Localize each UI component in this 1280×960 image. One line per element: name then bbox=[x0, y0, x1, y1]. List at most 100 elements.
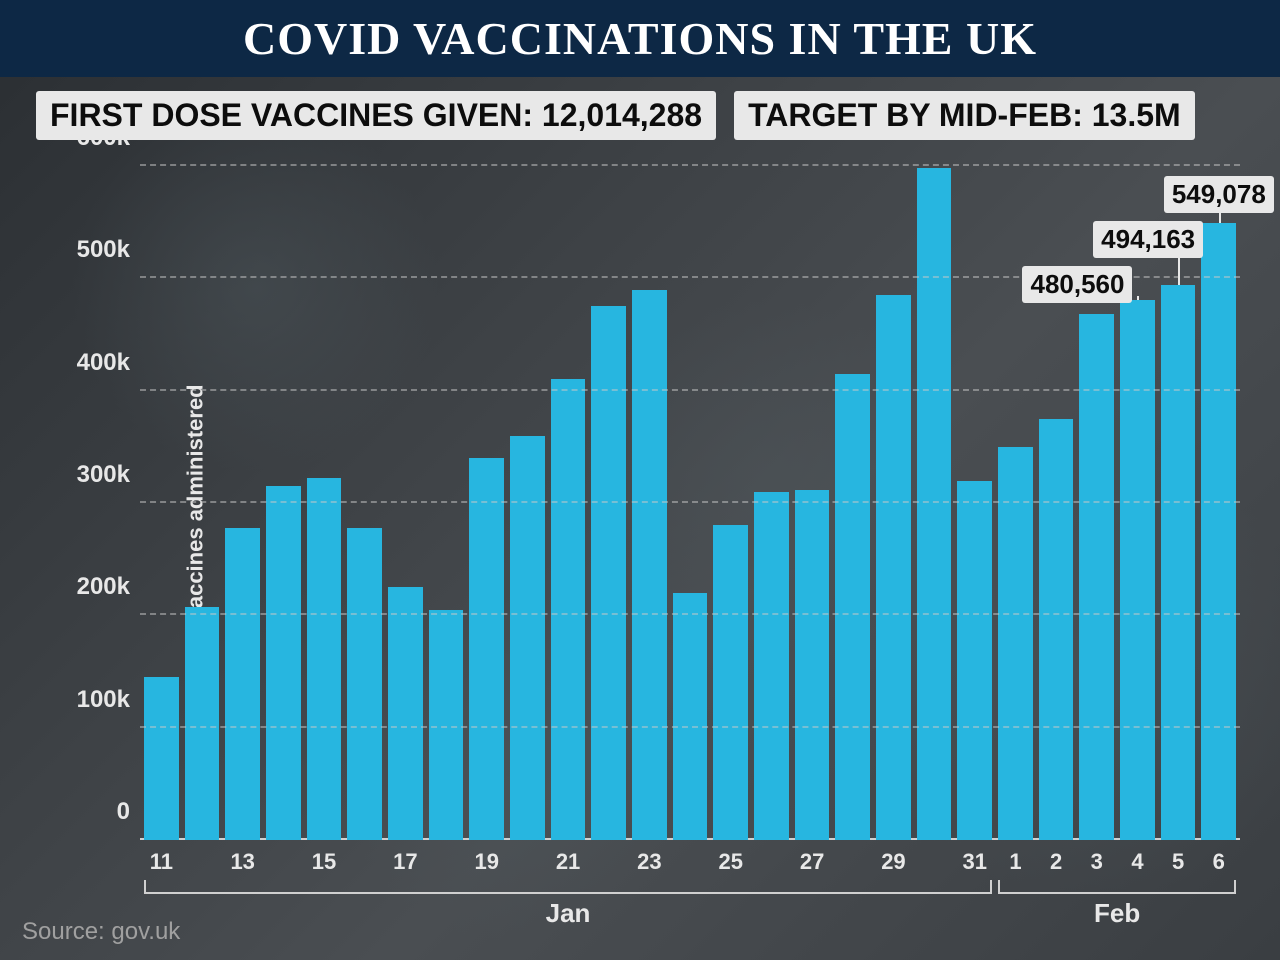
bar-column bbox=[307, 166, 342, 840]
bar-column bbox=[388, 166, 423, 840]
bar-column bbox=[144, 166, 179, 840]
callout-line bbox=[1137, 296, 1139, 300]
bar-column bbox=[225, 166, 260, 840]
x-tick-label: 6 bbox=[1201, 849, 1236, 875]
bar-column bbox=[1201, 166, 1236, 840]
x-tick-label: 31 bbox=[957, 849, 992, 875]
bar bbox=[957, 481, 992, 840]
x-tick-label: 17 bbox=[388, 849, 423, 875]
x-axis-labels: 1113151719212325272931123456 bbox=[140, 849, 1240, 875]
main-title: COVID VACCINATIONS IN THE UK bbox=[0, 0, 1280, 77]
bar bbox=[266, 486, 301, 840]
gridline bbox=[140, 164, 1240, 166]
plot-area: 0100k200k300k400k500k600k480,560494,1635… bbox=[140, 166, 1240, 840]
bar-column bbox=[591, 166, 626, 840]
x-tick-label bbox=[266, 849, 301, 875]
x-tick-label bbox=[754, 849, 789, 875]
x-tick-label: 27 bbox=[795, 849, 830, 875]
bar bbox=[185, 607, 220, 840]
y-tick-label: 300k bbox=[77, 461, 130, 489]
x-tick-label bbox=[917, 849, 952, 875]
bar bbox=[835, 374, 870, 840]
bar bbox=[754, 492, 789, 840]
x-tick-label: 25 bbox=[713, 849, 748, 875]
x-tick-label: 4 bbox=[1120, 849, 1155, 875]
bar-column bbox=[632, 166, 667, 840]
bar-column bbox=[957, 166, 992, 840]
bar bbox=[551, 379, 586, 840]
bar-column bbox=[551, 166, 586, 840]
bar-column bbox=[673, 166, 708, 840]
chart-area: First dose vaccines administered 0100k20… bbox=[30, 156, 1250, 960]
x-tick-label bbox=[673, 849, 708, 875]
infographic-container: COVID VACCINATIONS IN THE UK FIRST DOSE … bbox=[0, 0, 1280, 960]
y-tick-label: 500k bbox=[77, 236, 130, 264]
bar bbox=[713, 525, 748, 840]
bar-column bbox=[795, 166, 830, 840]
stat-target: TARGET BY MID-FEB: 13.5M bbox=[734, 91, 1195, 140]
x-tick-label bbox=[347, 849, 382, 875]
x-tick-label: 5 bbox=[1161, 849, 1196, 875]
bar-column bbox=[510, 166, 545, 840]
bar bbox=[1120, 300, 1155, 840]
month-row: JanFeb bbox=[140, 880, 1240, 930]
bar-column bbox=[917, 166, 952, 840]
bar bbox=[1039, 419, 1074, 840]
bar bbox=[510, 436, 545, 840]
bar bbox=[591, 306, 626, 840]
month-bracket bbox=[998, 880, 1236, 894]
month-label: Feb bbox=[1094, 898, 1140, 929]
bar bbox=[1161, 285, 1196, 840]
x-tick-label bbox=[185, 849, 220, 875]
bar bbox=[795, 490, 830, 840]
x-tick-label bbox=[835, 849, 870, 875]
x-tick-label: 3 bbox=[1079, 849, 1114, 875]
callout-label: 494,163 bbox=[1093, 221, 1203, 258]
month-bracket bbox=[144, 880, 992, 894]
callout-label: 549,078 bbox=[1164, 176, 1274, 213]
bar bbox=[917, 168, 952, 840]
x-tick-label: 21 bbox=[551, 849, 586, 875]
x-tick-label bbox=[429, 849, 464, 875]
bar bbox=[876, 295, 911, 840]
bar-column bbox=[469, 166, 504, 840]
x-tick-label bbox=[510, 849, 545, 875]
source-text: Source: gov.uk bbox=[22, 918, 180, 946]
x-tick-label: 19 bbox=[469, 849, 504, 875]
bar bbox=[388, 587, 423, 840]
x-tick-label: 13 bbox=[225, 849, 260, 875]
x-tick-label: 15 bbox=[307, 849, 342, 875]
x-tick-label: 11 bbox=[144, 849, 179, 875]
y-tick-label: 0 bbox=[117, 798, 130, 826]
bar-column bbox=[713, 166, 748, 840]
bar bbox=[469, 458, 504, 840]
y-tick-label: 200k bbox=[77, 573, 130, 601]
bar bbox=[998, 447, 1033, 840]
gridline bbox=[140, 726, 1240, 728]
y-tick-label: 100k bbox=[77, 686, 130, 714]
gridline bbox=[140, 501, 1240, 503]
bar bbox=[225, 528, 260, 840]
bar bbox=[144, 677, 179, 840]
stat-row: FIRST DOSE VACCINES GIVEN: 12,014,288 TA… bbox=[0, 77, 1280, 146]
x-tick-label: 1 bbox=[998, 849, 1033, 875]
bar bbox=[1079, 314, 1114, 840]
x-tick-label: 2 bbox=[1039, 849, 1074, 875]
callout-label: 480,560 bbox=[1022, 266, 1132, 303]
bar-column bbox=[835, 166, 870, 840]
x-tick-label: 23 bbox=[632, 849, 667, 875]
y-tick-label: 400k bbox=[77, 349, 130, 377]
bar-column bbox=[347, 166, 382, 840]
bar-column bbox=[754, 166, 789, 840]
bar-column bbox=[266, 166, 301, 840]
bar bbox=[673, 593, 708, 840]
bar bbox=[347, 528, 382, 840]
bar-column bbox=[876, 166, 911, 840]
gridline bbox=[140, 389, 1240, 391]
bar-column bbox=[185, 166, 220, 840]
y-tick-label: 600k bbox=[77, 124, 130, 152]
bar-column bbox=[429, 166, 464, 840]
x-tick-label bbox=[591, 849, 626, 875]
bar bbox=[632, 290, 667, 840]
stat-first-dose: FIRST DOSE VACCINES GIVEN: 12,014,288 bbox=[36, 91, 716, 140]
